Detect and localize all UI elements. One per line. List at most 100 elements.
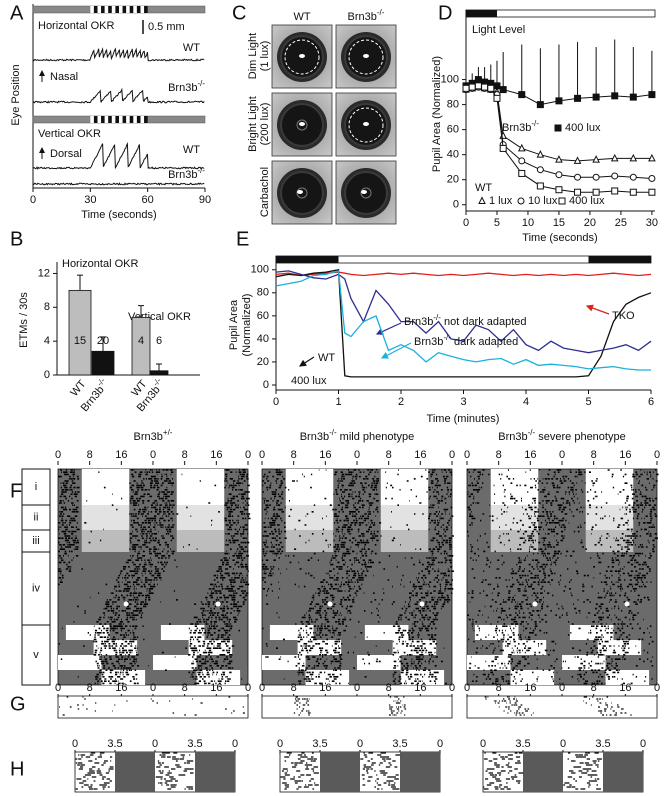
actogram-bg (261, 695, 453, 719)
series-annotation: Brn3b-/- not dark adapted (404, 313, 527, 328)
legend-group: Brn3b-/- (502, 119, 539, 134)
eye-trace (32, 142, 205, 170)
actogram-title-part: Brn3b (134, 431, 163, 443)
panel-label: B (10, 228, 23, 250)
x-tick-label: 20 (584, 217, 596, 229)
x-tick-label: 0 (273, 396, 279, 408)
x-axis-label: Time (seconds) (522, 232, 597, 244)
legend-marker (478, 196, 486, 204)
pupil (296, 187, 308, 199)
light-phase (380, 530, 429, 552)
x-tick-label: 90 (199, 194, 211, 206)
y-axis-label: ETMs / 30s (18, 292, 30, 348)
x-tick-label: 8 (87, 449, 93, 461)
x-tick-label: 16 (210, 682, 222, 694)
marker (517, 143, 526, 152)
x-tick-label: 8 (182, 449, 188, 461)
y-tick-label: 20 (447, 174, 459, 186)
marker (611, 92, 619, 100)
light-phase (285, 469, 334, 505)
row-label: Carbachol (259, 167, 271, 217)
pupil-outline (284, 39, 320, 75)
x-tick-label: 8 (496, 449, 502, 461)
dark-phase (400, 752, 440, 792)
light-phase (285, 505, 334, 530)
bar (68, 289, 92, 376)
pupil (360, 187, 372, 199)
marker (499, 144, 507, 152)
stimulus-stripe (140, 116, 145, 123)
x-tick-label: 0 (30, 194, 36, 206)
eye-trace (32, 87, 205, 104)
phase-marker (624, 601, 630, 607)
marker (574, 188, 582, 196)
actogram-title: Brn3b+/- (134, 428, 173, 443)
legend-marker (554, 124, 562, 132)
condition-title: Vertical OKR (38, 128, 101, 140)
x-tick-label: 2 (398, 396, 404, 408)
trace-label-part: Brn3b (168, 82, 197, 94)
marker (481, 83, 489, 91)
marker (629, 188, 637, 196)
x-tick-label: 3 (460, 396, 466, 408)
x-tick-label: 8 (591, 449, 597, 461)
condition-box (21, 624, 51, 686)
x-tick-label: 8 (386, 449, 392, 461)
x-tick-label: 8 (291, 449, 297, 461)
x-tick-label: 0 (560, 738, 566, 750)
trace-label-part: Brn3b (168, 169, 197, 181)
x-axis-label: Time (minutes) (427, 413, 500, 425)
stimulus-stripe (97, 6, 102, 13)
highlight (361, 190, 367, 194)
light-bar-dark (276, 256, 339, 263)
light-bar-dark (588, 256, 651, 263)
stimulus-stripe (111, 116, 116, 123)
highlight (297, 190, 303, 194)
light-label: Light Level (472, 24, 525, 36)
light-phase (262, 655, 306, 670)
actogram-title-part: +/- (163, 428, 173, 437)
activity (280, 752, 401, 790)
x-tick-label: 30 (84, 194, 96, 206)
x-tick-label: 0 (245, 449, 251, 461)
x-tick-label: 0 (449, 449, 455, 461)
marker (536, 166, 544, 174)
x-tick-label: 16 (414, 449, 426, 461)
marker (592, 188, 600, 196)
stimulus-stripe (111, 6, 116, 13)
n-label: 6 (156, 335, 162, 347)
eye-trace (32, 182, 205, 186)
x-tick-label: 0 (354, 682, 360, 694)
marker (555, 97, 563, 105)
y-tick-label: 100 (441, 73, 459, 85)
x-tick-label: 16 (619, 682, 631, 694)
phase-marker (532, 601, 538, 607)
y-tick-label: 0 (263, 379, 269, 391)
stimulus-stripe (129, 6, 134, 13)
annotation-arrow (298, 356, 315, 367)
pupil-outline (348, 107, 384, 143)
x-tick-label: 16 (319, 449, 331, 461)
x-tick-label: 0 (449, 682, 455, 694)
stimulus-stripe (97, 116, 102, 123)
x-tick-label: 25 (615, 217, 627, 229)
marker (536, 150, 545, 158)
stimulus-stripe (108, 116, 112, 123)
stimulus-stripe (119, 116, 123, 123)
y-tick-label: 4 (44, 335, 50, 347)
stimulus-stripe (104, 116, 109, 123)
condition-title: Horizontal OKR (38, 20, 114, 32)
activity (483, 752, 602, 790)
phase-marker (327, 601, 333, 607)
y-tick-label: 0 (44, 369, 50, 381)
x-tick-label: 0 (357, 738, 363, 750)
actogram-title-part: mild phenotype (337, 431, 415, 443)
legend-label: 400 lux (565, 122, 601, 134)
x-tick-label: 0 (464, 682, 470, 694)
stimulus-stripe (144, 6, 148, 13)
dark-phase (115, 752, 155, 792)
trace-label: WT (183, 42, 200, 54)
x-tick-label: 15 (553, 217, 565, 229)
light-phase (58, 655, 102, 670)
x-tick-label-part: -/- (151, 376, 163, 388)
